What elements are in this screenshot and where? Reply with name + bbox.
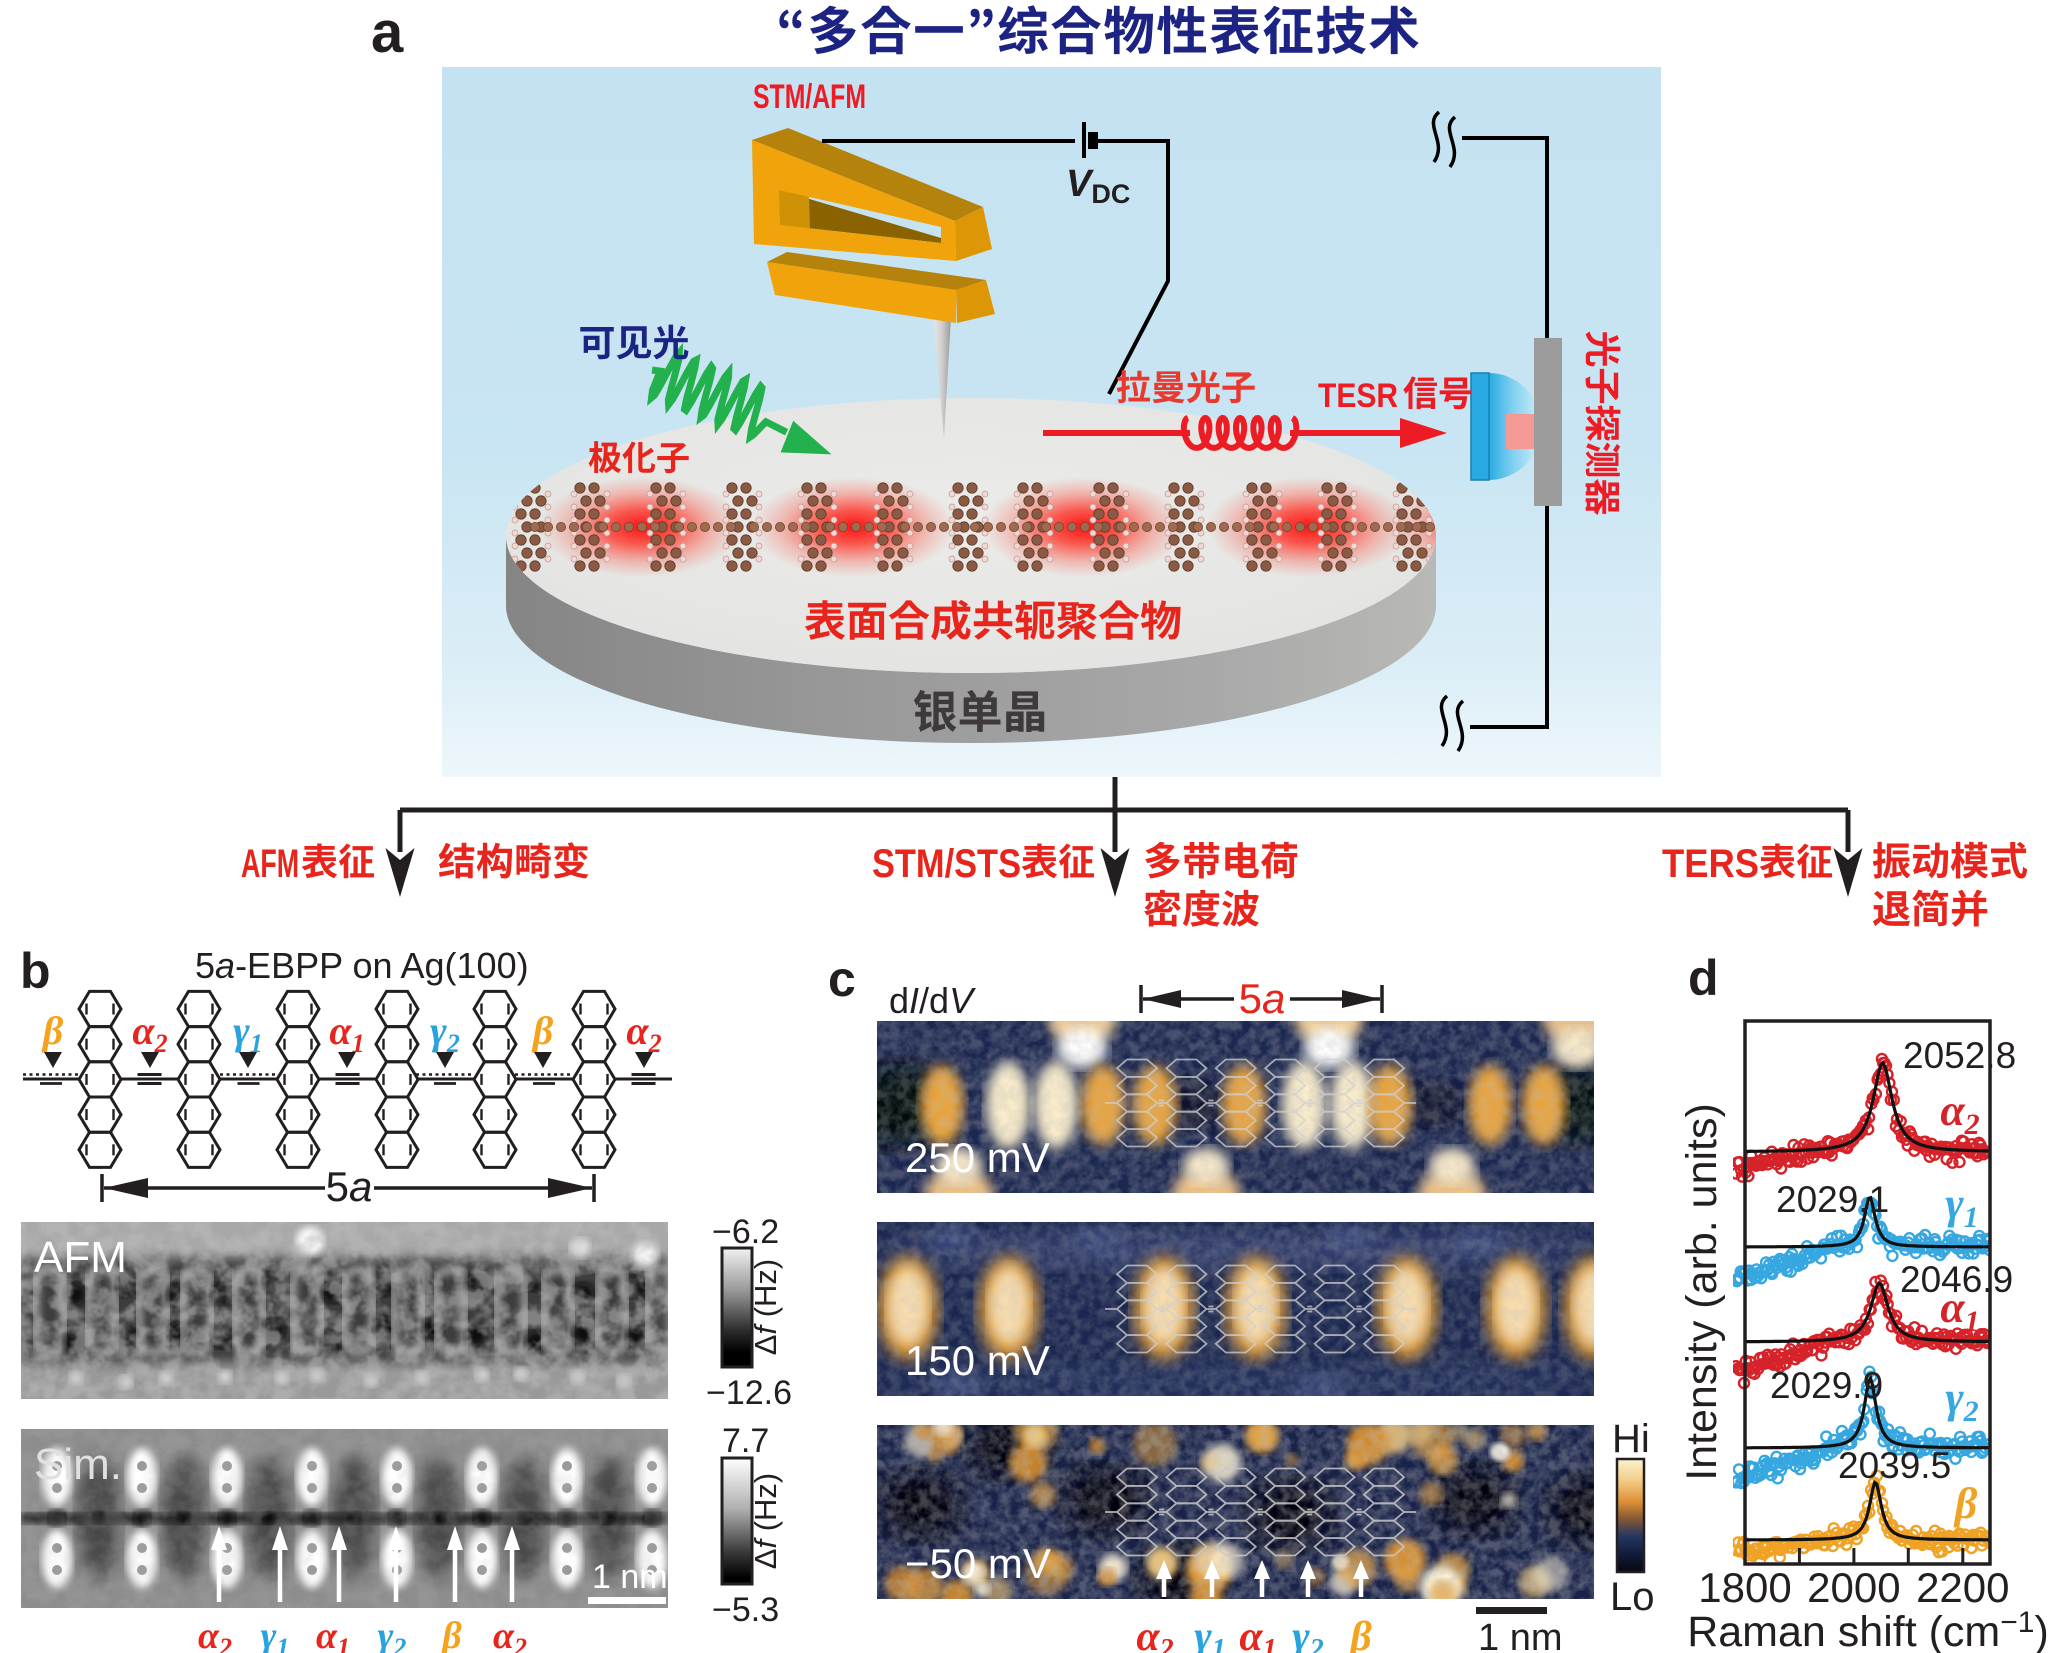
svg-text:2029.1: 2029.1 [1776,1179,1889,1220]
svg-text:β: β [531,1008,554,1053]
svg-text:β: β [41,1008,64,1053]
svg-text:AFM: AFM [34,1233,127,1282]
svg-text:d: d [1688,950,1719,1006]
svg-text:1800: 1800 [1698,1564,1791,1611]
svg-text:5a: 5a [1239,975,1286,1022]
svg-text:α2: α2 [1136,1614,1173,1653]
svg-text:AFM: AFM [241,842,299,886]
svg-text:dI/dV: dI/dV [889,980,976,1021]
svg-text:γ2: γ2 [378,1615,407,1653]
svg-text:1 nm: 1 nm [592,1558,668,1596]
svg-text:2000: 2000 [1807,1564,1900,1611]
svg-text:2200: 2200 [1916,1564,2009,1611]
svg-text:1 nm: 1 nm [1478,1617,1562,1653]
svg-text:β: β [440,1615,462,1653]
svg-text:α2: α2 [493,1615,527,1653]
svg-text:γ1: γ1 [261,1615,290,1653]
svg-text:Lo: Lo [1610,1575,1655,1619]
svg-text:2039.5: 2039.5 [1838,1445,1951,1486]
svg-text:150 mV: 150 mV [905,1337,1050,1384]
svg-text:−12.6: −12.6 [706,1374,792,1412]
svg-text:a: a [371,0,404,65]
svg-text:STM/AFM: STM/AFM [753,78,866,116]
svg-text:γ1: γ1 [1194,1614,1225,1653]
svg-text:Sim.: Sim. [34,1440,122,1489]
svg-text:α1: α1 [329,1008,364,1058]
svg-text:Hi: Hi [1612,1417,1650,1461]
svg-text:α1: α1 [316,1615,350,1653]
svg-text:β: β [1348,1614,1372,1653]
svg-text:γ2: γ2 [1945,1373,1978,1428]
svg-text:Raman shift (cm−1): Raman shift (cm−1) [1687,1606,2048,1653]
svg-text:γ2: γ2 [1292,1614,1323,1653]
svg-text:c: c [828,951,856,1007]
svg-text:−6.2: −6.2 [712,1213,779,1251]
svg-text:Intensity (arb. units): Intensity (arb. units) [1678,1103,1726,1481]
svg-text:2029.9: 2029.9 [1770,1365,1883,1406]
svg-text:5a-EBPP on Ag(100): 5a-EBPP on Ag(100) [195,945,529,986]
svg-text:b: b [20,943,51,999]
svg-text:250 mV: 250 mV [905,1134,1050,1181]
svg-text:2052.8: 2052.8 [1903,1035,2016,1076]
svg-text:VDC: VDC [1066,163,1130,209]
svg-text:−50 mV: −50 mV [905,1540,1051,1587]
svg-text:α2: α2 [198,1615,232,1653]
svg-text:Δf (Hz): Δf (Hz) [748,1259,783,1356]
svg-text:α2: α2 [1940,1086,1979,1141]
svg-text:STM/STS: STM/STS [872,842,1021,886]
svg-text:TERS: TERS [1662,842,1759,886]
svg-text:2046.9: 2046.9 [1900,1259,2013,1300]
svg-text:γ2: γ2 [430,1008,460,1058]
svg-text:−5.3: −5.3 [712,1591,779,1629]
svg-text:α2: α2 [626,1008,661,1058]
svg-text:TESR: TESR [1318,377,1398,415]
svg-text:7.7: 7.7 [722,1422,769,1460]
svg-text:γ1: γ1 [1945,1179,1978,1234]
svg-text:α1: α1 [1239,1614,1276,1653]
svg-text:5a: 5a [326,1163,373,1210]
svg-text:α2: α2 [132,1008,167,1058]
svg-text:γ1: γ1 [233,1008,263,1058]
svg-text:Δf (Hz): Δf (Hz) [748,1473,783,1570]
svg-text:β: β [1953,1479,1978,1528]
